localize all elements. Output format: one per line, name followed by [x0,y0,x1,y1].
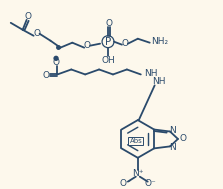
Text: O: O [53,58,60,67]
Text: O: O [24,12,31,21]
Text: P: P [105,37,111,47]
Text: N⁺: N⁺ [132,169,144,178]
Text: N: N [170,126,176,135]
Text: O⁻: O⁻ [145,179,157,188]
Text: NH: NH [152,77,165,86]
Text: O: O [33,29,40,38]
Text: ●: ● [52,55,58,60]
Text: O: O [43,71,50,80]
Text: O: O [105,19,113,28]
Text: NH₂: NH₂ [151,37,168,46]
Text: Abs: Abs [129,138,142,144]
Text: NH: NH [144,69,157,78]
Text: O: O [121,39,128,48]
Text: N: N [170,143,176,152]
Text: O: O [84,41,91,50]
Text: OH: OH [101,56,115,65]
Text: O: O [180,134,186,143]
Text: O⁻: O⁻ [119,179,131,188]
